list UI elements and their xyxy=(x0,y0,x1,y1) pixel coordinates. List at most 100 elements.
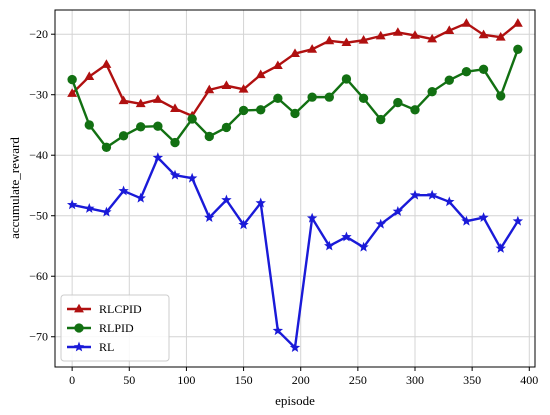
series-rl xyxy=(66,152,524,353)
legend-label-rlcpid: RLCPID xyxy=(99,302,142,316)
data-point-rlpid xyxy=(461,67,472,77)
data-point-rlpid xyxy=(273,93,283,104)
data-point-rlpid xyxy=(290,108,300,119)
data-point-rl xyxy=(358,241,369,252)
data-point-rlcpid xyxy=(152,94,163,103)
data-point-rlcpid xyxy=(444,25,455,34)
data-point-rl xyxy=(272,325,284,336)
data-point-rlcpid xyxy=(255,69,266,79)
data-point-rlpid xyxy=(324,92,334,102)
data-point-rlpid xyxy=(410,105,420,115)
data-point-rlpid xyxy=(153,121,163,131)
data-point-rlpid xyxy=(67,74,77,85)
data-point-rl xyxy=(306,212,318,223)
data-point-rlpid xyxy=(444,75,454,85)
x-tick-label: 350 xyxy=(463,373,481,387)
data-point-rlcpid xyxy=(238,84,249,93)
x-tick-label: 100 xyxy=(177,373,195,387)
data-point-rlcpid xyxy=(461,18,472,27)
data-point-rl xyxy=(426,189,438,200)
data-point-rlpid xyxy=(358,93,369,104)
data-point-rlcpid xyxy=(118,95,129,105)
x-tick-label: 400 xyxy=(520,373,538,387)
data-point-rlpid xyxy=(496,91,506,101)
data-point-rlpid xyxy=(238,105,249,116)
data-point-rlpid xyxy=(427,87,437,97)
y-tick-label: −40 xyxy=(29,148,48,162)
x-tick-label: 50 xyxy=(123,373,135,387)
y-tick-label: −50 xyxy=(29,209,48,223)
x-tick-label: 300 xyxy=(406,373,424,387)
data-point-rlcpid xyxy=(341,37,352,47)
data-point-rlcpid xyxy=(272,60,283,70)
data-point-rl xyxy=(289,342,301,353)
legend-marker-rlcpid xyxy=(74,303,84,313)
y-tick-label: −60 xyxy=(29,269,48,283)
data-point-rl xyxy=(392,206,404,216)
y-axis-title: accumulate_reward xyxy=(7,137,22,239)
data-point-rl xyxy=(135,192,146,203)
axis-ticks: 0 50 100 150 200 250 300 350 400 −70 −60 −50 −40 −30 −… xyxy=(29,27,538,387)
legend-item-rlpid: RLPID xyxy=(67,321,134,335)
legend-marker-rlpid xyxy=(74,323,84,333)
data-point-rlpid xyxy=(204,131,214,142)
data-point-rlpid xyxy=(341,74,352,84)
data-point-rlcpid xyxy=(84,71,95,80)
data-point-rl xyxy=(512,215,524,226)
data-point-rl xyxy=(341,231,352,242)
data-point-rlcpid xyxy=(392,27,403,36)
legend-label-rl: RL xyxy=(99,340,114,354)
data-point-rlpid xyxy=(256,105,266,115)
data-point-rlpid xyxy=(187,114,197,124)
data-point-rlpid xyxy=(393,97,403,108)
data-point-rl xyxy=(375,218,386,229)
data-point-rlpid xyxy=(136,122,146,132)
data-point-rlpid xyxy=(170,137,180,148)
data-point-rlcpid xyxy=(495,32,506,41)
data-point-rlpid xyxy=(307,92,317,102)
legend-item-rl: RL xyxy=(67,340,114,354)
data-point-rl xyxy=(444,196,455,207)
y-tick-label: −20 xyxy=(29,27,48,41)
data-point-rlcpid xyxy=(478,29,489,39)
legend: RLCPID RLPID RL xyxy=(60,294,170,362)
y-tick-label: −30 xyxy=(29,88,48,102)
data-point-rlpid xyxy=(84,120,94,130)
plot-frame xyxy=(54,9,536,368)
data-point-rl xyxy=(409,189,421,200)
data-point-rlpid xyxy=(478,64,489,74)
data-point-rl xyxy=(84,203,95,213)
series-layer xyxy=(66,18,524,353)
data-point-rl xyxy=(152,152,164,163)
y-tick-label: −70 xyxy=(29,330,48,344)
data-point-rlpid xyxy=(513,44,523,55)
data-point-rlpid xyxy=(101,142,112,153)
data-point-rlcpid xyxy=(170,103,180,113)
data-point-rl xyxy=(324,240,335,251)
data-point-rl xyxy=(66,199,78,210)
data-point-rl xyxy=(169,169,181,180)
data-point-rlcpid xyxy=(221,80,232,90)
x-tick-label: 200 xyxy=(292,373,310,387)
x-tick-label: 0 xyxy=(69,373,75,387)
data-point-rl xyxy=(204,212,215,222)
data-point-rl xyxy=(238,219,249,230)
data-point-rlcpid xyxy=(324,35,335,45)
data-point-rlpid xyxy=(118,131,129,141)
legend-item-rlcpid: RLCPID xyxy=(67,302,142,316)
data-point-rlcpid xyxy=(427,33,438,43)
data-point-rlcpid xyxy=(135,98,146,108)
data-point-rl xyxy=(255,197,266,208)
data-point-rlcpid xyxy=(101,59,112,68)
series-rlpid xyxy=(67,44,523,153)
legend-marker-rl xyxy=(73,341,85,352)
series-rlcpid xyxy=(67,18,523,120)
data-point-rl xyxy=(101,206,112,217)
data-point-rlcpid xyxy=(512,18,523,27)
data-point-rl xyxy=(186,172,198,183)
legend-label-rlpid: RLPID xyxy=(99,321,134,335)
legend-box xyxy=(60,294,170,362)
data-point-rlpid xyxy=(221,122,232,133)
data-point-rl xyxy=(118,185,129,196)
